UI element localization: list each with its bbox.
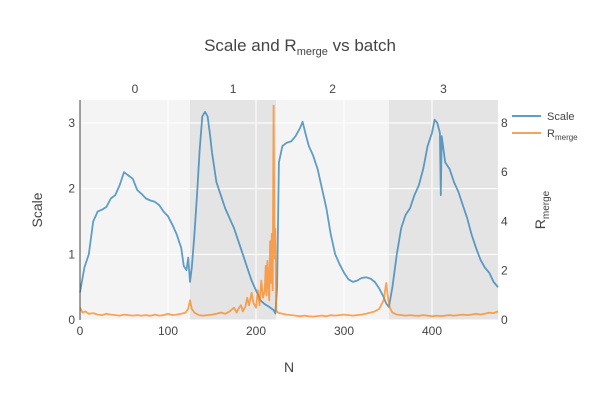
y-left-tick-label: 2: [68, 182, 75, 196]
gridlines: [79, 100, 498, 321]
y-right-tick-label: 8: [501, 116, 508, 130]
x-tick-label: 300: [334, 324, 354, 338]
legend-label-rmerge: Rmerge: [547, 128, 578, 142]
legend[interactable]: Scale Rmerge: [512, 111, 578, 142]
batch-labels: 0 1 2 3: [132, 82, 447, 96]
series-layer: [79, 104, 499, 318]
y-right-tick-label: 6: [501, 165, 508, 179]
y-left-tick-label: 3: [68, 116, 75, 130]
x-tick-label: 400: [422, 324, 442, 338]
batch-label: 2: [329, 82, 336, 96]
batch-band-1: [190, 100, 277, 320]
x-axis-title: N: [284, 359, 294, 375]
series-line-scale: [79, 110, 499, 315]
batch-band-3: [388, 100, 498, 320]
y-right-tick-label: 2: [501, 264, 508, 278]
x-tick-label: 0: [77, 324, 84, 338]
batch-label: 1: [230, 82, 237, 96]
y-left-tick-label: 0: [68, 313, 75, 327]
x-tick-label: 200: [246, 324, 266, 338]
y-left-tick-label: 1: [68, 247, 75, 261]
batch-bands: [80, 100, 498, 320]
batch-band-2: [276, 100, 389, 320]
legend-label-scale: Scale: [547, 111, 575, 123]
batch-label: 3: [440, 82, 447, 96]
tick-labels: 0 100 200 300 400 0 1 2 3 0 2 4 6 8: [68, 116, 508, 338]
series-line-rmerge: [79, 104, 499, 318]
batch-label: 0: [132, 82, 139, 96]
y-axis-left-title: Scale: [29, 192, 45, 227]
batch-band-0: [80, 100, 190, 320]
x-tick-label: 100: [158, 324, 178, 338]
y-right-tick-label: 4: [501, 214, 508, 228]
y-axis-right-title: Rmerge: [532, 190, 552, 229]
y-right-tick-label: 0: [501, 313, 508, 327]
chart-title: Scale and Rmerge vs batch: [204, 36, 396, 58]
